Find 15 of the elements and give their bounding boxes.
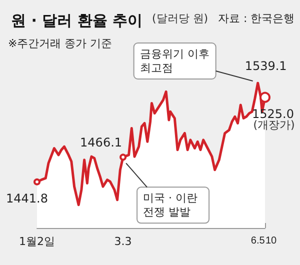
annotation: (개장가) xyxy=(253,118,295,132)
data-label: 1539.1 xyxy=(244,59,287,73)
x-tick-label: 1월2일 xyxy=(19,235,55,248)
chart-title: 원 · 달러 환율 추이 xyxy=(11,12,143,30)
x-tick-label: 6.5 xyxy=(250,236,266,246)
data-label: 1466.1 xyxy=(80,136,122,150)
chart-subtitle: (달러당 원) xyxy=(152,12,208,25)
x-tick-label: 10 xyxy=(265,236,277,246)
x-tick-label: 3.3 xyxy=(114,235,132,248)
annotation: 금융위기 이후 최고점 xyxy=(140,48,210,74)
data-label: 1441.8 xyxy=(6,191,48,206)
annotation: 미국 · 이란 전쟁 발발 xyxy=(143,192,198,219)
data-label: 1525.0 xyxy=(252,106,294,121)
text: ※주간거래 종가 기준 xyxy=(8,37,112,50)
text: 자료 : 한국은행 xyxy=(218,12,295,25)
